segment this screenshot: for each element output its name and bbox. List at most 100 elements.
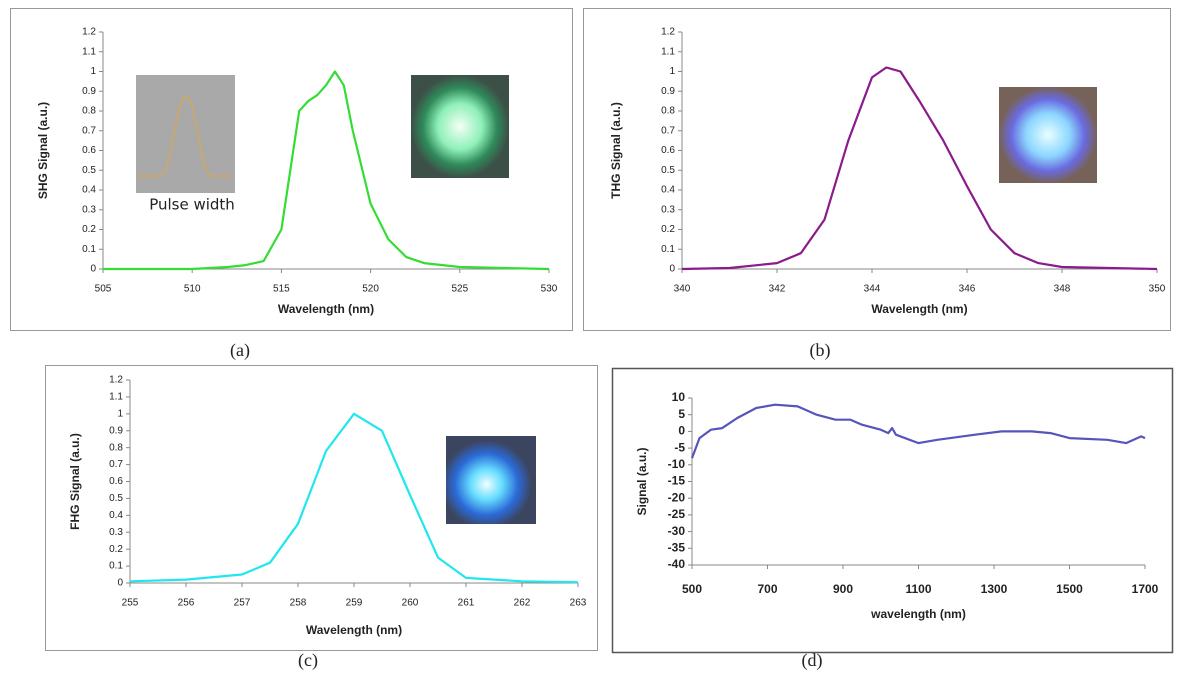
- y-tick-label: 0.5: [109, 493, 123, 504]
- y-axis-title: FHG Signal (a.u.): [68, 433, 82, 530]
- x-tick-label: 500: [682, 582, 702, 596]
- y-tick-label: 0.5: [661, 165, 675, 176]
- y-tick-label: -10: [668, 457, 686, 471]
- x-tick-label: 510: [184, 284, 201, 295]
- y-tick-label: -40: [668, 557, 686, 571]
- y-tick-label: 0.9: [109, 425, 123, 436]
- y-tick-label: 0.7: [109, 459, 123, 470]
- y-tick-label: 0.3: [82, 204, 96, 215]
- y-tick-label: 5: [678, 407, 685, 421]
- y-tick-label: 1.1: [661, 46, 675, 57]
- caption: (c): [298, 650, 318, 671]
- y-tick-label: -25: [668, 507, 686, 521]
- panel-frame: [611, 367, 1174, 654]
- y-tick-label: 0.1: [661, 244, 675, 255]
- y-tick-label: 1: [90, 66, 96, 77]
- x-axis-title: Wavelength (nm): [278, 302, 374, 316]
- x-tick-label: 255: [122, 598, 139, 609]
- x-tick-label: 346: [959, 284, 976, 295]
- x-tick-label: 256: [178, 598, 195, 609]
- y-tick-label: 0.7: [82, 125, 96, 136]
- y-tick-label: 0.4: [109, 510, 123, 521]
- x-tick-label: 520: [362, 284, 379, 295]
- y-tick-label: 0.4: [661, 185, 675, 196]
- x-axis-title: wavelength (nm): [870, 607, 966, 621]
- y-tick-label: 0.2: [109, 544, 123, 555]
- x-tick-label: 350: [1149, 284, 1166, 295]
- x-tick-label: 340: [674, 284, 691, 295]
- x-tick-label: 263: [570, 598, 587, 609]
- x-tick-label: 258: [290, 598, 307, 609]
- x-tick-label: 1700: [1132, 582, 1159, 596]
- x-axis-title: Wavelength (nm): [306, 623, 402, 637]
- y-tick-label: 1: [117, 408, 123, 419]
- x-tick-label: 262: [514, 598, 531, 609]
- x-tick-label: 1100: [905, 582, 931, 596]
- line-series: [681, 66, 1158, 271]
- x-tick-label: 261: [458, 598, 475, 609]
- x-tick-label: 525: [451, 284, 468, 295]
- beam-image: [999, 87, 1097, 183]
- x-tick-label: 344: [864, 284, 881, 295]
- annotation: Pulse width: [149, 196, 235, 214]
- y-tick-label: 0: [90, 264, 96, 275]
- y-tick-label: 1.2: [661, 27, 675, 38]
- line-series: [129, 412, 579, 584]
- x-tick-label: 348: [1054, 284, 1071, 295]
- y-tick-label: 0: [117, 578, 123, 589]
- y-tick-label: 0: [669, 264, 675, 275]
- x-tick-label: 700: [757, 582, 777, 596]
- y-tick-label: 1.2: [109, 375, 123, 386]
- y-tick-label: 0.3: [661, 204, 675, 215]
- x-tick-label: 1300: [981, 582, 1008, 596]
- beam-image: [446, 436, 536, 524]
- y-tick-label: 0.6: [661, 145, 675, 156]
- caption: (d): [802, 650, 823, 671]
- x-tick-label: 505: [95, 284, 112, 295]
- y-tick-label: 1.1: [109, 392, 123, 403]
- y-tick-label: -35: [668, 540, 686, 554]
- y-tick-label: 0.8: [109, 442, 123, 453]
- x-tick-label: 530: [541, 284, 558, 295]
- x-tick-label: 515: [273, 284, 290, 295]
- y-tick-label: 0.7: [661, 125, 675, 136]
- beam-image: [411, 75, 509, 178]
- x-tick-label: 900: [833, 582, 853, 596]
- y-tick-label: 0.4: [82, 185, 96, 196]
- panel-frame: [45, 365, 598, 651]
- y-tick-label: 1.2: [82, 27, 96, 38]
- caption: (a): [230, 340, 250, 361]
- x-tick-label: 259: [346, 598, 363, 609]
- y-axis-title: THG Signal (a.u.): [609, 102, 623, 199]
- y-tick-label: -5: [674, 440, 685, 454]
- y-tick-label: 0.1: [82, 244, 96, 255]
- y-axis-title: SHG Signal (a.u.): [36, 102, 50, 199]
- line-series: [690, 403, 1146, 459]
- y-tick-label: 0.8: [661, 106, 675, 117]
- x-axis-title: Wavelength (nm): [871, 302, 967, 316]
- y-tick-label: 0.1: [109, 561, 123, 572]
- y-tick-label: 0.9: [661, 86, 675, 97]
- y-tick-label: 1: [669, 66, 675, 77]
- y-axis-title: Signal (a.u.): [635, 447, 649, 515]
- y-tick-label: 0.5: [82, 165, 96, 176]
- x-tick-label: 342: [769, 284, 786, 295]
- y-tick-label: 0.2: [661, 224, 675, 235]
- y-tick-label: -20: [668, 490, 686, 504]
- y-tick-label: 0.6: [82, 145, 96, 156]
- y-tick-label: 0: [678, 424, 685, 438]
- y-tick-label: 1.1: [82, 46, 96, 57]
- x-tick-label: 260: [402, 598, 419, 609]
- y-tick-label: 0.2: [82, 224, 96, 235]
- inset-image: [136, 75, 235, 193]
- y-tick-label: 10: [672, 390, 686, 404]
- y-tick-label: -15: [668, 474, 686, 488]
- y-tick-label: -30: [668, 524, 686, 538]
- caption: (b): [810, 340, 831, 361]
- y-tick-label: 0.9: [82, 86, 96, 97]
- inset-pulse: [138, 94, 233, 177]
- panel-frame: [10, 8, 573, 331]
